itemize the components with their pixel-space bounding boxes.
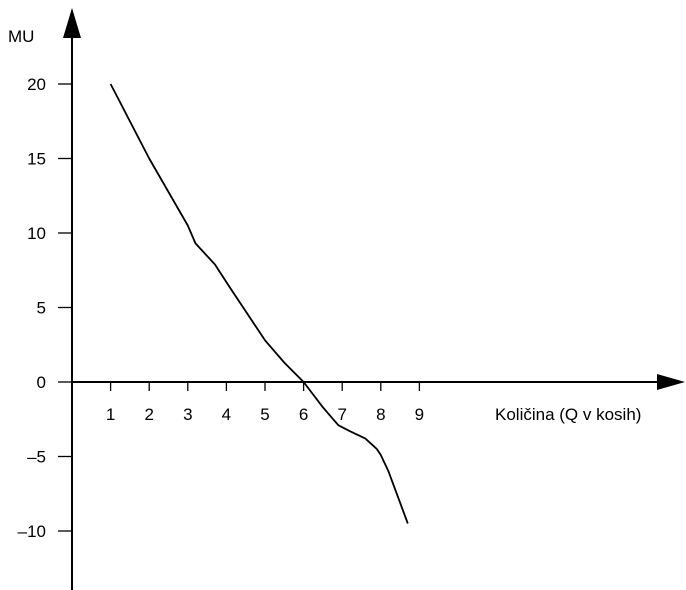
x-tick-label: 1: [106, 405, 115, 424]
y-tick-label: 10: [27, 224, 46, 243]
x-tick-label: 2: [144, 405, 153, 424]
x-tick-label: 9: [415, 405, 424, 424]
x-ticks: 1 2 3 4 5 6 7 8 9: [106, 382, 424, 424]
x-tick-label: 4: [222, 405, 231, 424]
series-line: [109, 83, 409, 524]
x-axis-arrowhead: [657, 374, 685, 390]
x-tick-label: 8: [376, 405, 385, 424]
series-layer: [109, 83, 409, 524]
y-tick-label: 15: [27, 150, 46, 169]
y-tick-label: 20: [27, 75, 46, 94]
axes: MU Količina (Q v kosih): [8, 8, 685, 590]
x-tick-label: 7: [337, 405, 346, 424]
x-axis-label: Količina (Q v kosih): [495, 405, 641, 424]
y-tick-label: 5: [37, 299, 46, 318]
y-tick-label: –10: [18, 522, 46, 541]
x-tick-label: 5: [260, 405, 269, 424]
y-axis-arrowhead: [63, 8, 81, 38]
y-axis-label: MU: [8, 27, 34, 46]
y-ticks: 20 15 10 5 0 –5 –10: [18, 75, 72, 541]
y-tick-label: –5: [27, 448, 46, 467]
x-tick-label: 3: [183, 405, 192, 424]
x-tick-label: 6: [299, 405, 308, 424]
y-tick-label: 0: [37, 373, 46, 392]
